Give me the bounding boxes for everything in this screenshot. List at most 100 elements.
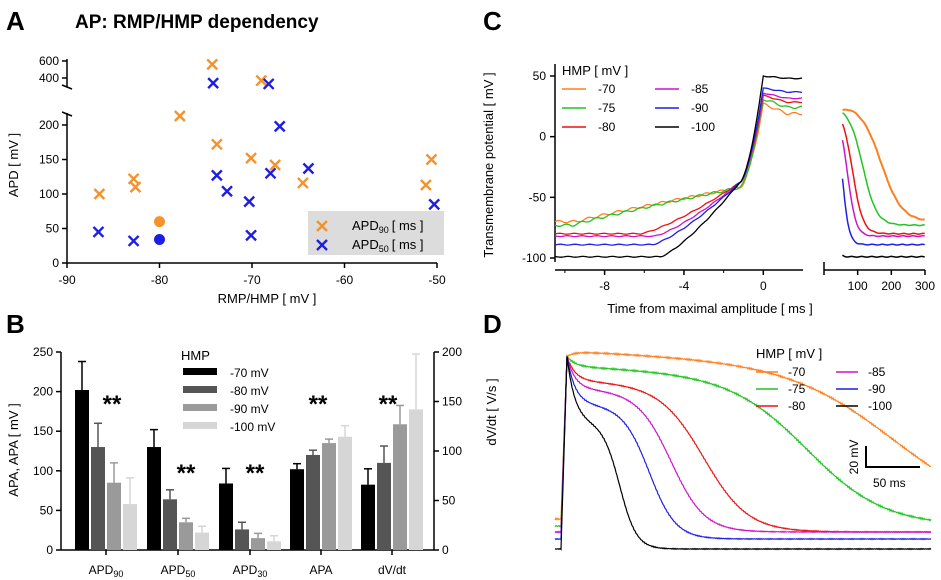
data-point-apd90 <box>425 153 438 166</box>
trace-c-left--80 <box>554 94 802 235</box>
y-tick-label-right: 100 <box>442 444 462 458</box>
panel-d: HMP [ mV ] -70 -75 -80 -85 -90 -100 20 mV 50 … <box>554 346 932 551</box>
trace-c-right--100 <box>842 254 925 258</box>
panel-letter-a: A <box>6 6 25 36</box>
legend-marker-apd90 <box>316 220 328 232</box>
marker-stroke <box>264 167 277 180</box>
bar-APD90--70 <box>75 390 89 550</box>
bar-APD90--100 <box>123 504 137 550</box>
data-point-apd90 <box>269 159 281 171</box>
panel-b-ylabel-right: dV/dt [ V/s ] <box>484 378 499 445</box>
category-label: APA <box>309 563 332 577</box>
y-tick-label: 0 <box>539 130 546 144</box>
legend-label: -90 mV <box>230 402 269 416</box>
scale-bar-time-label: 50 ms <box>873 476 906 490</box>
marker-stroke <box>92 226 105 238</box>
legend-label: -100 <box>691 120 715 134</box>
panel-a-points <box>92 58 441 247</box>
panel-a-legend-markers <box>316 220 328 251</box>
x-tick-label: 100 <box>848 279 868 293</box>
trace-c-right--90 <box>841 178 925 246</box>
x-tick-label: -60 <box>336 273 354 287</box>
marker-stroke <box>245 229 257 242</box>
category-label: dV/dt <box>378 563 407 577</box>
data-point-apd90 <box>245 152 257 164</box>
marker-stroke <box>243 195 256 208</box>
y-tick-label-right: 0 <box>442 543 449 557</box>
marker-stroke <box>316 239 328 251</box>
x-tick-label: 0 <box>760 279 767 293</box>
panel-a-axes <box>61 59 438 268</box>
marker-stroke <box>316 220 328 232</box>
x-tick-label: 200 <box>881 279 901 293</box>
panel-b-bars <box>75 353 423 550</box>
panel-d-legend: -70 -75 -80 -85 -90 -100 <box>756 365 892 413</box>
trace-c-right--85 <box>841 139 925 238</box>
significance-marker: ** <box>246 460 265 487</box>
panel-c-legend-title: HMP [ mV ] <box>562 63 628 78</box>
trace-d--90 <box>554 356 932 541</box>
panel-b-labels: 0 50 100 150 200 250 0 50 100 150 200 APD90 ** APD50 *… <box>33 345 462 579</box>
trace-d--75 <box>554 354 932 528</box>
marker-stroke <box>245 152 257 164</box>
category-label: APD50 <box>161 563 196 579</box>
bar-APD90--80 <box>91 447 105 550</box>
panel-c-axes: -100 -50 0 50 -8 -4 0 100 200 300 <box>522 64 935 293</box>
data-point-apd90 <box>93 188 106 200</box>
panel-c-legend: -70 -75 -80 -85 -90 -100 <box>562 82 715 134</box>
trace-d--70 <box>554 350 932 521</box>
x-tick-label: 300 <box>915 279 935 293</box>
data-point-apd50 <box>127 235 140 247</box>
bar-APD30--100 <box>267 541 281 550</box>
marker-stroke <box>302 162 315 175</box>
data-point-apd50 <box>273 120 286 133</box>
trace-c-right--70 <box>842 108 925 221</box>
data-point-apd50 <box>211 169 223 182</box>
legend-label: -90 <box>691 101 709 115</box>
legend-label: -80 <box>598 120 616 134</box>
bar-APD50--80 <box>163 499 177 550</box>
panel-a-legend-entry-1: APD90[ ms ] <box>352 218 424 235</box>
significance-marker: ** <box>177 460 196 487</box>
marker-stroke <box>129 181 142 193</box>
bar-dVdt--80 <box>377 462 391 550</box>
y-tick-label-left: 250 <box>33 345 53 359</box>
y-tick-label-left: 200 <box>33 385 53 399</box>
panel-b-ylabel-left: APA, APA [ mV ] <box>6 403 21 496</box>
marker-stroke <box>262 78 275 90</box>
marker-stroke <box>211 169 223 182</box>
trace-c-left--85 <box>554 92 803 238</box>
panel-a-legend-box <box>308 211 444 255</box>
data-point-apd50 <box>262 78 275 90</box>
marker-stroke <box>428 198 441 211</box>
y-tick-label-right: 200 <box>442 345 462 359</box>
data-point-apd50 <box>207 77 219 89</box>
trace-d--100 <box>554 356 932 551</box>
data-point-filled <box>154 234 165 246</box>
x-tick-label: -90 <box>58 273 76 287</box>
marker-stroke <box>425 153 438 166</box>
legend-label: -100 <box>868 399 892 413</box>
panel-d-traces <box>554 350 932 551</box>
marker-stroke <box>211 138 223 151</box>
y-tick-label-left: 0 <box>46 543 53 557</box>
bar-APD50--70 <box>147 447 161 550</box>
y-tick-label: 50 <box>533 69 547 83</box>
data-point-apd50 <box>245 229 257 242</box>
panel-c-ylabel: Transmembrane potential [ mV ] <box>481 72 496 257</box>
panel-c-traces <box>554 75 925 258</box>
data-point-apd50 <box>92 226 105 238</box>
panel-letter-c: C <box>483 6 502 36</box>
data-point-apd90 <box>206 58 219 71</box>
panel-a: AP: RMP/HMP dependency APD [ mV ] RMP/HM… <box>6 12 446 306</box>
legend-label: -90 <box>868 382 886 396</box>
y-tick-label-right: 50 <box>442 494 456 508</box>
trace-c-left--75 <box>554 98 803 227</box>
data-point-apd50 <box>243 195 256 208</box>
bar-APD90--90 <box>107 482 121 550</box>
marker-stroke <box>221 185 233 198</box>
panel-a-tick-labels: -90 -80 -70 -60 -50 0 50 100 150 200 400 600 <box>39 54 446 287</box>
marker-stroke <box>127 235 140 247</box>
legend-label: -85 <box>691 82 709 96</box>
data-point-apd90 <box>297 177 309 189</box>
